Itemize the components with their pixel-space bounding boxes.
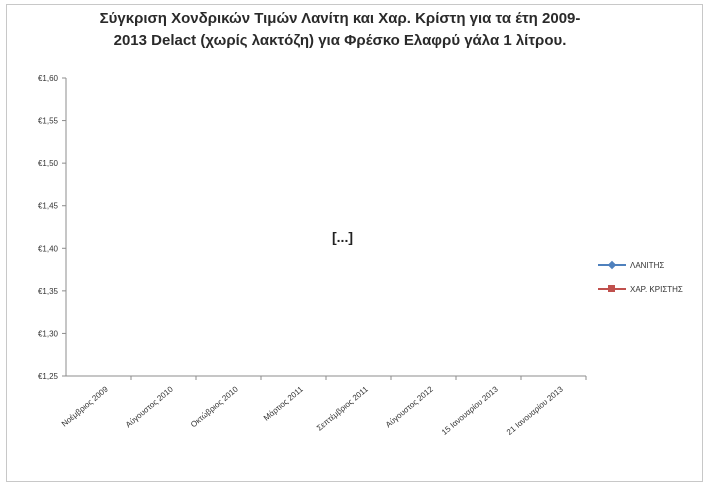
chart-axes — [65, 78, 586, 377]
y-tick-label: €1,35 — [38, 287, 59, 296]
x-tick-label: Αύγουστος 2012 — [384, 384, 435, 429]
x-tick-label: Νοέμβριος 2009 — [60, 384, 110, 428]
chart-title: Σύγκριση Χονδρικών Τιμών Λανίτη και Χαρ.… — [60, 8, 620, 52]
y-tick-label: €1,40 — [38, 244, 59, 253]
y-tick-label: €1,60 — [38, 74, 59, 83]
legend-label-lanitis: ΛΑΝΙΤΗΣ — [630, 260, 665, 270]
chart-title-line-1: Σύγκριση Χονδρικών Τιμών Λανίτη και Χαρ.… — [99, 10, 581, 27]
chart-frame — [6, 4, 703, 482]
x-axis-ticks: Νοέμβριος 2009 Αύγουστος 2010 Οκτώβριος 20… — [60, 376, 587, 437]
y-tick-label: €1,45 — [38, 202, 59, 211]
y-tick-label: €1,50 — [38, 159, 59, 168]
omitted-data-placeholder: [...] — [332, 229, 353, 245]
legend-item-kristis: ΧΑΡ. ΚΡΙΣΤΗΣ — [598, 282, 708, 296]
x-tick-label: Σεπτέμβριος 2011 — [315, 384, 370, 432]
chart-legend: ΛΑΝΙΤΗΣ ΧΑΡ. ΚΡΙΣΤΗΣ — [598, 258, 708, 306]
chart-title-line-2: 2013 Delact (χωρίς λακτόζη) για Φρέσκο Ε… — [113, 32, 567, 49]
x-tick-label: Μάρτιος 2011 — [262, 384, 305, 422]
square-marker-icon — [608, 285, 615, 292]
y-axis-ticks: €1,60 €1,55 €1,50 €1,45 €1,40 €1,35 €1,30 €1,25 — [38, 74, 66, 381]
y-tick-label: €1,30 — [38, 329, 59, 338]
x-tick-label: Αύγουστος 2010 — [124, 384, 175, 429]
x-tick-label: Οκτώβριος 2010 — [189, 384, 240, 429]
legend-label-kristis: ΧΑΡ. ΚΡΙΣΤΗΣ — [630, 284, 683, 294]
y-tick-label: €1,55 — [38, 117, 59, 126]
legend-line-lanitis — [598, 260, 626, 270]
x-tick-label: 21 Ιανουαρίου 2013 — [505, 384, 565, 437]
legend-item-lanitis: ΛΑΝΙΤΗΣ — [598, 258, 708, 272]
diamond-marker-icon — [607, 260, 617, 270]
y-tick-label: €1,25 — [38, 372, 59, 381]
legend-line-kristis — [598, 285, 626, 292]
x-tick-label: 15 Ιανουαρίου 2013 — [440, 384, 500, 437]
